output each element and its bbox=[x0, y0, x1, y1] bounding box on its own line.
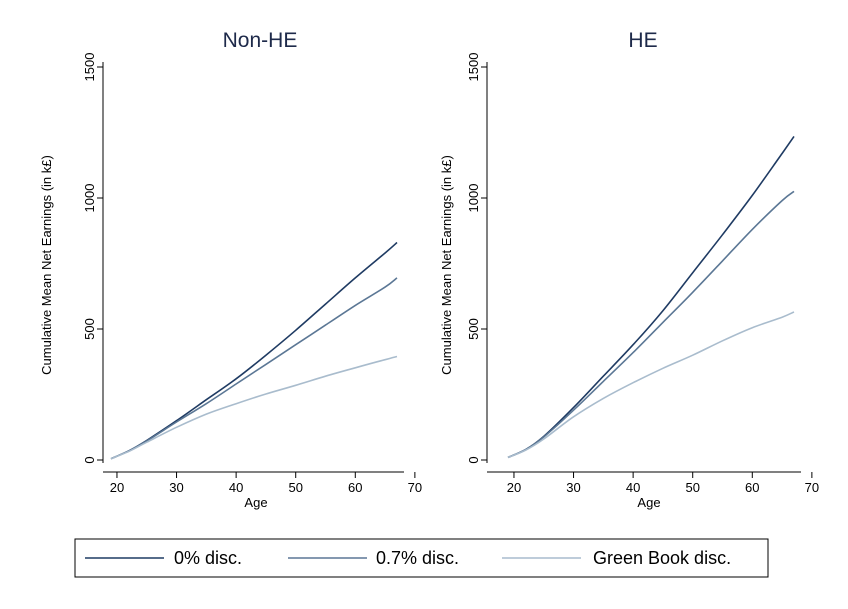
series-line-0-7-disc bbox=[110, 277, 398, 460]
legend: 0% disc. 0.7% disc. Green Book disc. bbox=[74, 538, 769, 578]
x-tick-label: 70 bbox=[805, 480, 819, 495]
series-line-0-7-disc bbox=[507, 190, 795, 459]
y-ticks: 0 500 1000 1500 bbox=[82, 53, 103, 464]
x-tick-label: 30 bbox=[169, 480, 183, 495]
x-axis-title: Age bbox=[637, 495, 660, 510]
series-line-green-book-disc bbox=[507, 311, 795, 459]
x-axis-title: Age bbox=[244, 495, 267, 510]
x-tick-label: 40 bbox=[626, 480, 640, 495]
x-tick-label: 60 bbox=[348, 480, 362, 495]
y-tick-label: 1000 bbox=[466, 184, 481, 213]
x-tick-label: 20 bbox=[507, 480, 521, 495]
legend-label: 0.7% disc. bbox=[376, 548, 459, 568]
x-tick-label: 50 bbox=[288, 480, 302, 495]
series-lines bbox=[507, 135, 795, 459]
x-tick-label: 30 bbox=[566, 480, 580, 495]
y-tick-label: 0 bbox=[466, 456, 481, 463]
y-tick-label: 1500 bbox=[82, 53, 97, 82]
y-ticks: 0 500 1000 1500 bbox=[466, 53, 487, 464]
legend-item: Green Book disc. bbox=[502, 548, 731, 568]
series-line-0-disc bbox=[110, 241, 398, 460]
legend-label: Green Book disc. bbox=[593, 548, 731, 568]
panel-non-he: Non-HE Cumulative Mean Net Earnings (in … bbox=[39, 29, 422, 510]
y-tick-label: 1000 bbox=[82, 184, 97, 213]
y-tick-label: 1500 bbox=[466, 53, 481, 82]
y-axis-title: Cumulative Mean Net Earnings (in k£) bbox=[439, 155, 454, 375]
x-tick-label: 70 bbox=[408, 480, 422, 495]
y-tick-label: 500 bbox=[82, 318, 97, 340]
x-tick-label: 50 bbox=[685, 480, 699, 495]
panel-title: Non-HE bbox=[223, 29, 298, 52]
y-tick-label: 500 bbox=[466, 318, 481, 340]
series-line-0-disc bbox=[507, 135, 795, 459]
legend-item: 0% disc. bbox=[85, 548, 242, 568]
legend-label: 0% disc. bbox=[174, 548, 242, 568]
y-axis-title: Cumulative Mean Net Earnings (in k£) bbox=[39, 155, 54, 375]
legend-frame bbox=[74, 538, 769, 578]
x-ticks: 20 30 40 50 60 70 bbox=[507, 472, 819, 495]
series-line-green-book-disc bbox=[110, 355, 398, 460]
x-tick-label: 60 bbox=[745, 480, 759, 495]
panel-he: HE Cumulative Mean Net Earnings (in k£) … bbox=[439, 29, 819, 510]
series-lines bbox=[110, 241, 398, 460]
legend-item: 0.7% disc. bbox=[288, 548, 459, 568]
y-tick-label: 0 bbox=[82, 456, 97, 463]
x-tick-label: 40 bbox=[229, 480, 243, 495]
panel-title: HE bbox=[628, 29, 657, 52]
x-ticks: 20 30 40 50 60 70 bbox=[110, 472, 422, 495]
x-tick-label: 20 bbox=[110, 480, 124, 495]
